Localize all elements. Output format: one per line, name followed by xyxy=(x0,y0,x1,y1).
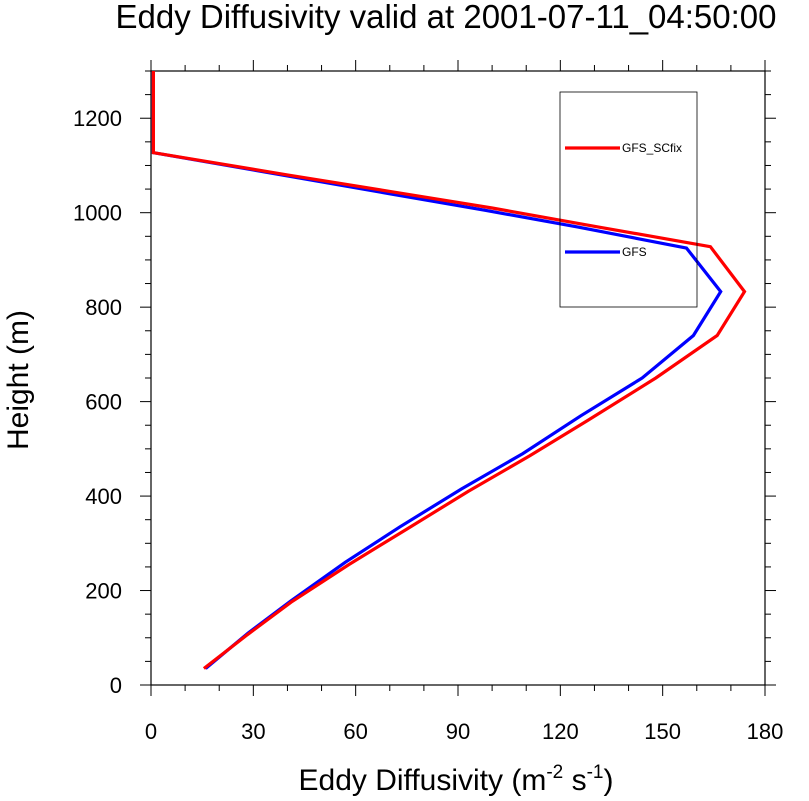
y-tick-label: 1200 xyxy=(73,106,122,131)
legend: GFS_SCfix GFS xyxy=(559,91,698,308)
x-tick-label: 30 xyxy=(241,719,265,744)
x-tick-label: 90 xyxy=(446,719,470,744)
x-axis-label-exp2: -1 xyxy=(587,762,604,783)
x-tick-label: 60 xyxy=(343,719,367,744)
x-axis-label: Eddy Diffusivity (m-2 s-1) xyxy=(299,762,614,797)
y-tick-label: 1000 xyxy=(73,201,122,226)
y-tick-label: 600 xyxy=(85,390,122,415)
y-axis-label: Height (m) xyxy=(2,310,35,450)
x-tick-label: 150 xyxy=(644,719,681,744)
x-tick-label: 0 xyxy=(145,719,157,744)
x-axis-label-base: Eddy Diffusivity (m xyxy=(299,764,547,797)
y-tick-label: 800 xyxy=(85,295,122,320)
series-line-gfs-scfix xyxy=(151,71,747,670)
legend-label: GFS xyxy=(622,245,647,259)
y-tick-label: 200 xyxy=(85,579,122,604)
series-layer xyxy=(151,71,747,670)
y-tick-label: 0 xyxy=(110,673,122,698)
x-tick-label: 120 xyxy=(542,719,579,744)
axis-ticks xyxy=(140,60,776,696)
tick-labels: 0 30 60 90 120 150 180 0 200 400 600 800 1000 1200 xyxy=(73,106,783,744)
x-axis-label-exp1: -2 xyxy=(546,762,563,783)
legend-label: GFS_SCfix xyxy=(622,141,682,155)
series-line-gfs xyxy=(151,71,723,670)
chart-title: Eddy Diffusivity valid at 2001-07-11_04:… xyxy=(115,0,776,35)
plot-frame xyxy=(150,70,766,686)
x-tick-label: 180 xyxy=(747,719,784,744)
y-tick-label: 400 xyxy=(85,484,122,509)
x-axis-label-mid: s xyxy=(563,764,586,797)
legend-box xyxy=(559,91,698,308)
x-axis-label-end: ) xyxy=(604,764,614,797)
